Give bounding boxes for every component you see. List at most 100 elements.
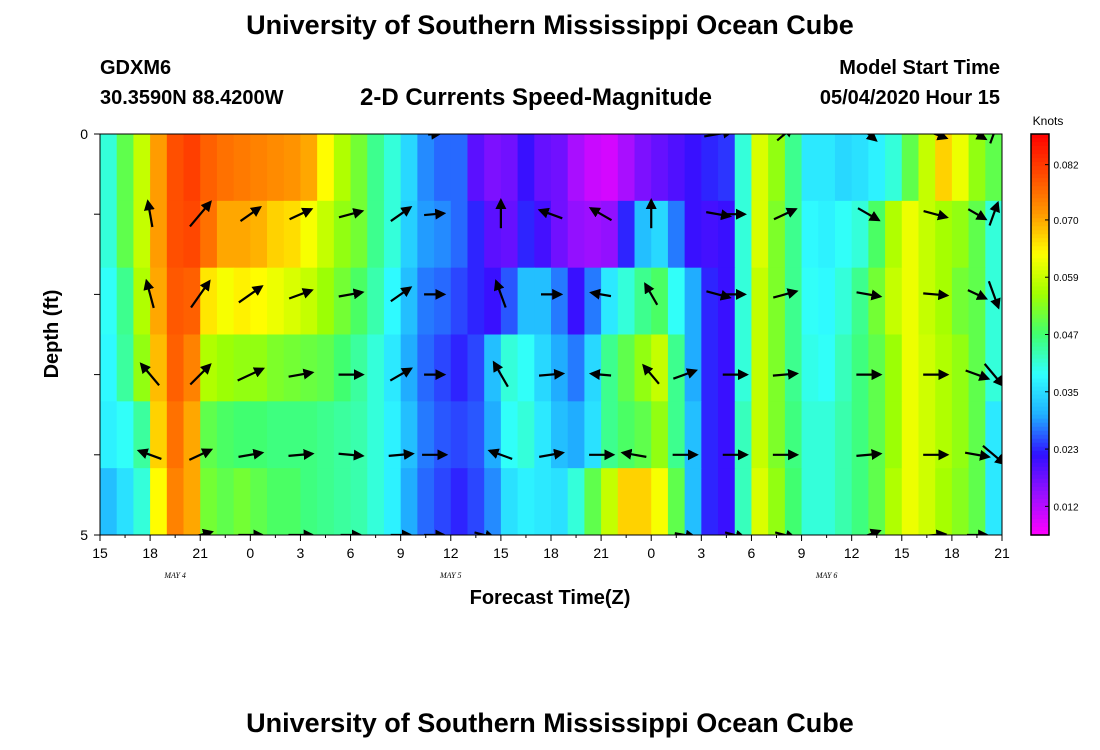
colorbar-segment [1031,490,1049,496]
colorbar-segment [1031,394,1049,400]
heatmap-cell [801,134,819,202]
colorbar-segment [1031,342,1049,348]
heatmap-cell [551,267,569,336]
heatmap-cell [183,468,201,535]
heatmap-cell [250,401,268,469]
heatmap-cell [267,401,285,469]
heatmap-cell [200,134,218,202]
colorbar-segment [1031,306,1049,312]
heatmap-cell [701,200,719,269]
heatmap-cell [333,468,352,535]
current-vector-arrow [706,209,733,221]
current-vector-arrow [424,208,447,220]
heatmap-cell [534,334,552,402]
heatmap-cell [968,401,986,469]
heatmap-cell [567,334,586,402]
colorbar-segment [1031,466,1049,472]
heatmap-cell [166,267,185,336]
colorbar-segment [1031,138,1049,143]
heatmap-cell [617,468,636,535]
heatmap-cell [467,401,485,469]
heatmap-cell [383,200,402,269]
heatmap-cell [601,134,619,202]
heatmap-cell [935,334,953,402]
heatmap-cell [801,334,819,402]
heatmap-cell [985,468,1002,535]
colorbar-segment [1031,478,1049,484]
heatmap-cell [935,468,953,535]
colorbar-segment [1031,346,1049,352]
heatmap-cell [250,334,268,402]
heatmap-cell [584,134,602,202]
heatmap-cell [467,468,485,535]
current-vector-arrow [674,529,697,535]
colorbar-segment [1031,494,1049,500]
heatmap-cell [283,267,302,336]
colorbar-segment [1031,426,1049,432]
heatmap-cell [818,134,836,202]
heatmap-cell [935,200,953,269]
heatmap-cell [718,267,736,336]
heatmap-cell [634,134,652,202]
heatmap-cell [517,334,535,402]
current-vector-arrow [923,209,949,221]
heatmap-cell [434,334,452,402]
heatmap-cell [851,468,869,535]
heatmap-cell [584,401,602,469]
heatmap-cell [333,267,352,336]
colorbar-segment [1031,310,1049,316]
current-vector-arrow [704,134,734,139]
colorbar-segment [1031,430,1049,436]
heatmap-cell [116,468,135,535]
heatmap-cell [885,468,903,535]
current-vector-arrow [724,529,747,535]
current-vector-arrow [931,134,949,141]
colorbar-segment [1031,302,1049,308]
heatmap-cell [166,134,185,202]
heatmap-cell [283,334,302,402]
heatmap-cell [534,401,552,469]
current-vector-arrow [492,360,509,388]
heatmap-cell [701,401,719,469]
heatmap-cell [233,267,251,336]
heatmap-cell [450,468,469,535]
heatmap-cell [383,468,402,535]
current-vector-arrow [644,282,659,306]
colorbar-segment [1031,526,1049,532]
heatmap-cell [851,134,869,202]
heatmap-cell [300,134,318,202]
colorbar-tick-label: 0.059 [1053,273,1078,284]
heatmap-cell [367,401,385,469]
heatmap-cell [233,334,251,402]
heatmap-cell [784,334,803,402]
heatmap-cell [434,267,452,336]
current-vector-arrow [143,278,155,309]
date-label: MAY 5 [439,571,462,580]
heatmap-cell [768,267,786,336]
heatmap-cell [200,267,218,336]
x-tick-label: 15 [894,545,910,561]
heatmap-cell [868,468,886,535]
colorbar-segment [1031,514,1049,520]
heatmap-cell [100,401,118,469]
heatmap-cell [551,468,569,535]
colorbar-segment [1031,146,1049,151]
heatmap-cell [784,468,803,535]
heatmap-cell [367,134,385,202]
colorbar-tick-label: 0.035 [1053,388,1078,399]
heatmap-cell [367,468,385,535]
footer-title: University of Southern Mississippi Ocean… [246,708,854,738]
colorbar-segment [1031,414,1049,420]
x-tick-label: 12 [443,545,459,561]
heatmap-cell [584,200,602,269]
heatmap-cell [150,200,168,269]
heatmap-cell [834,134,853,202]
heatmap-cell [517,134,535,202]
heatmap-cell [801,468,819,535]
heatmap-cell [500,134,519,202]
heatmap-cell [484,267,502,336]
colorbar-segment [1031,482,1049,488]
heatmap-cell [450,134,469,202]
current-vector-arrow [774,529,797,535]
current-vector-arrow [190,279,211,309]
